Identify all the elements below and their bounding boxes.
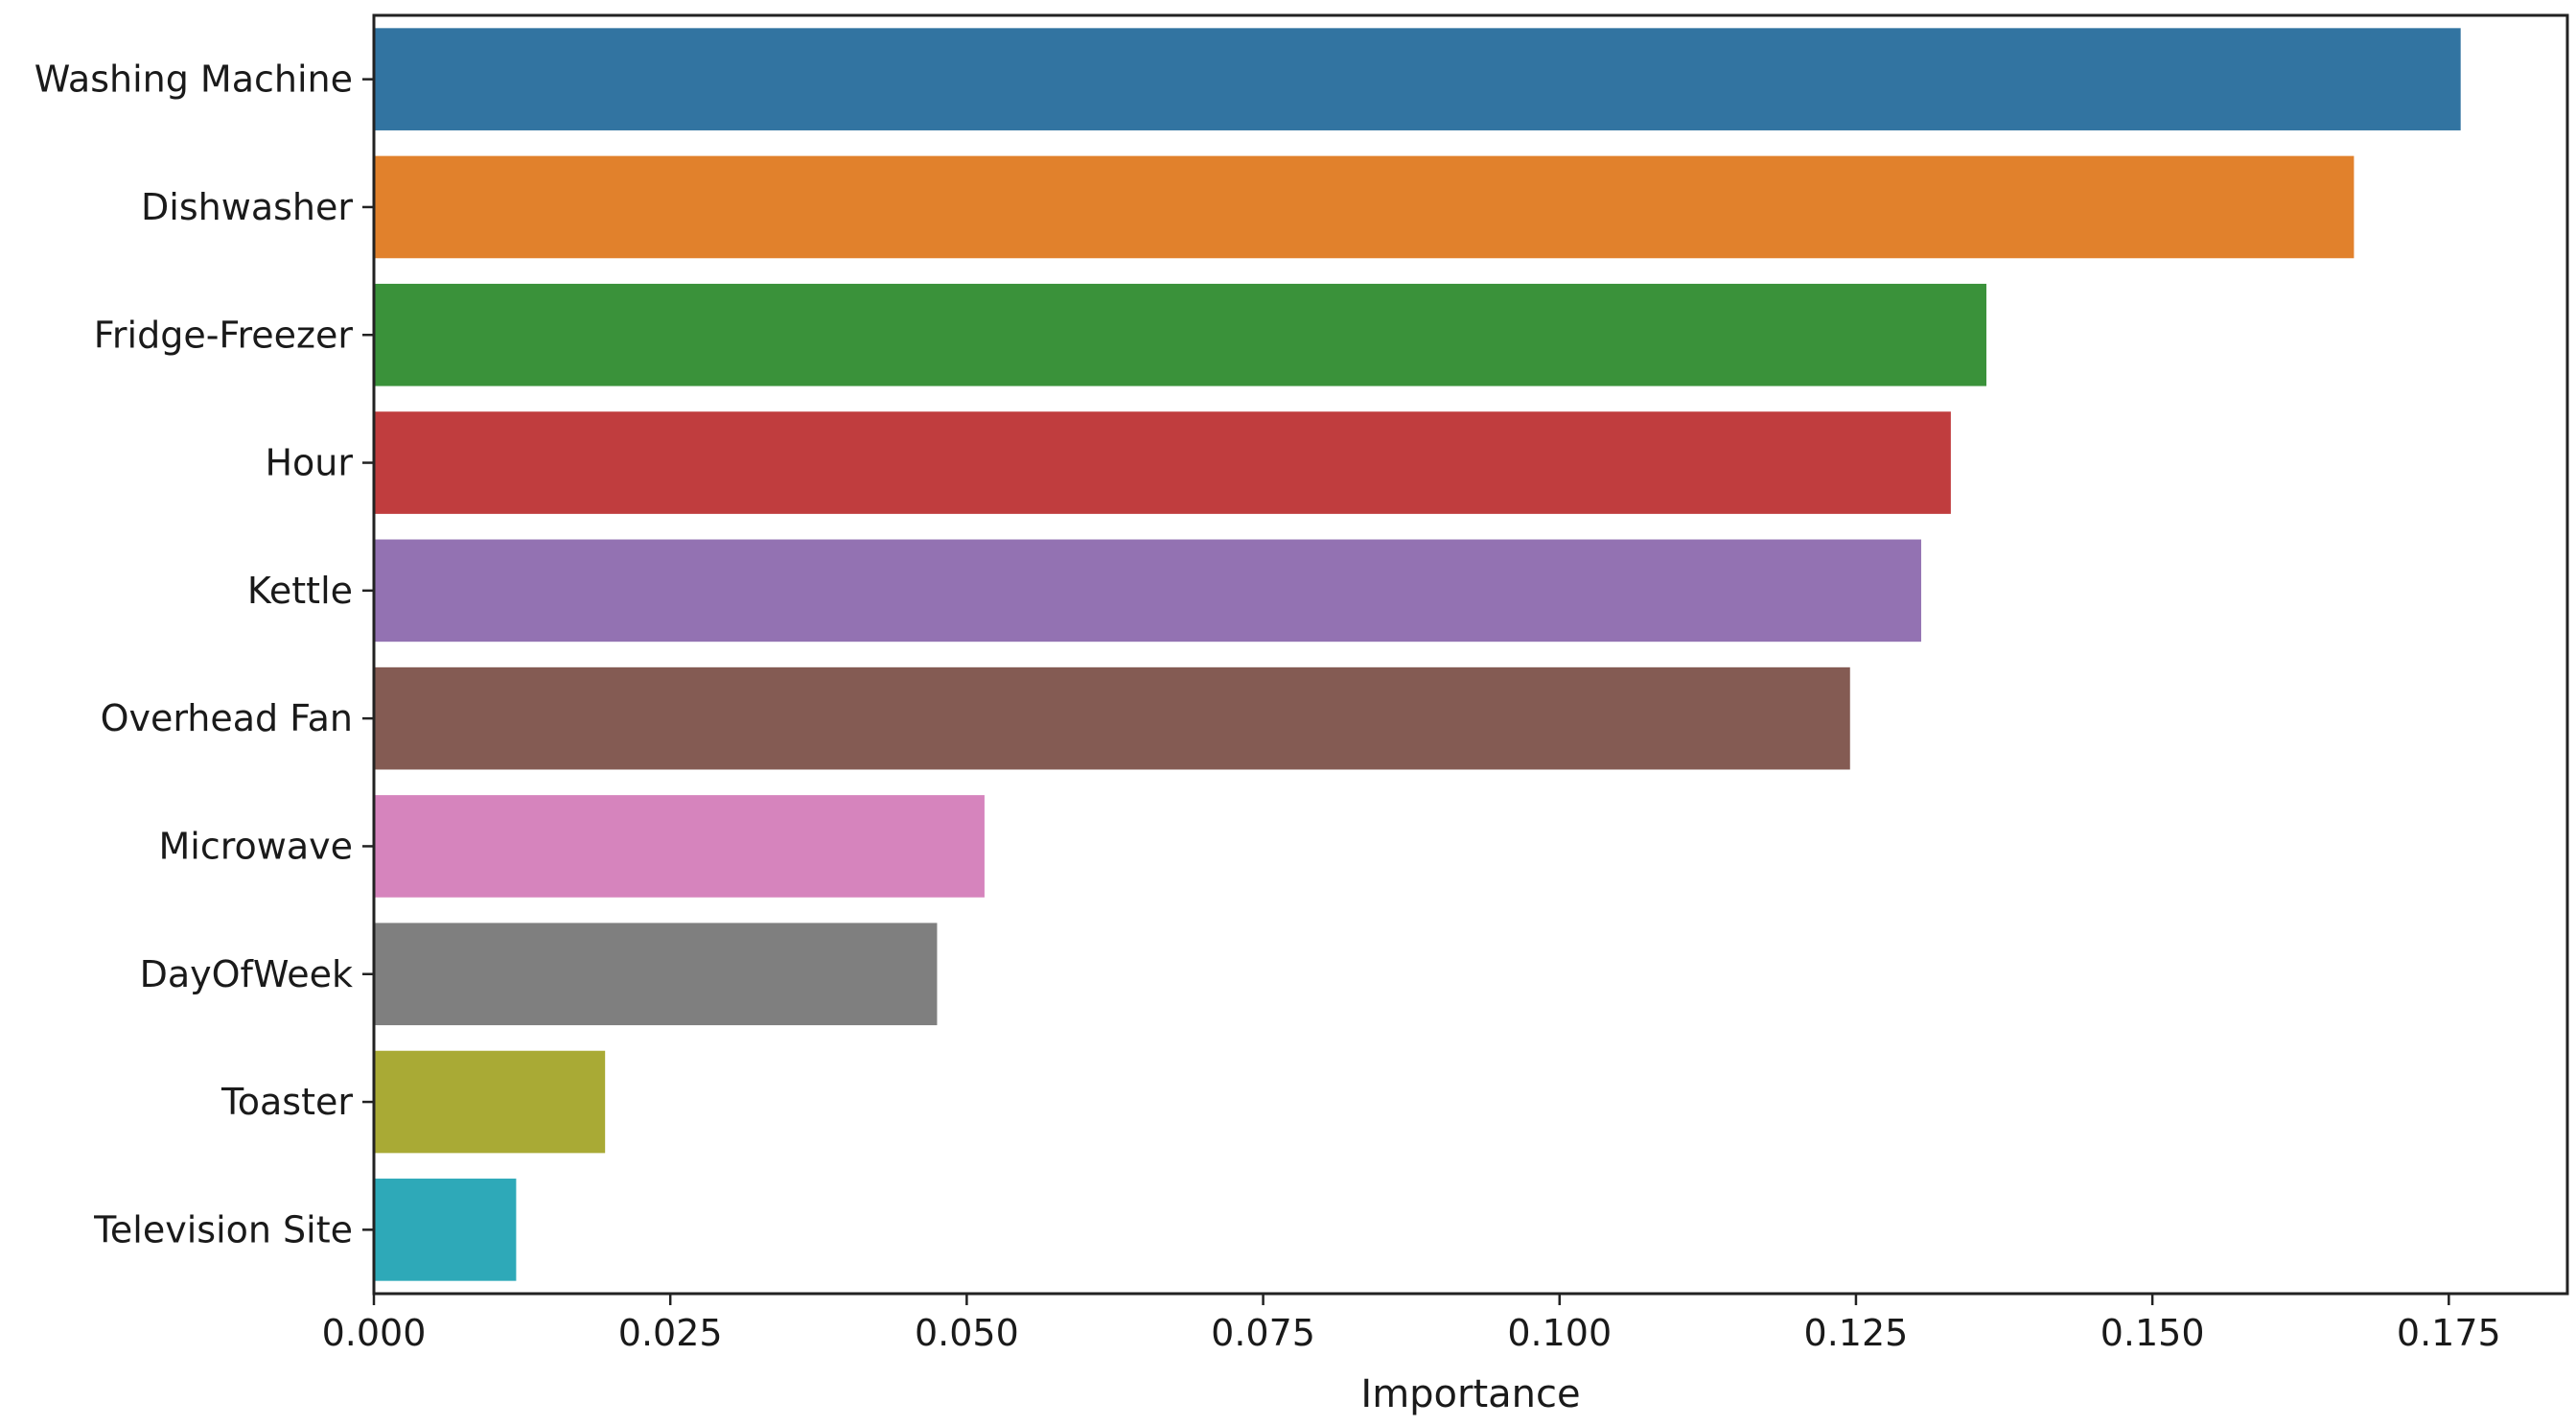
x-axis-label: Importance [1360, 1372, 1580, 1416]
y-tick-label: Overhead Fan [101, 697, 353, 739]
x-tick-label: 0.150 [2100, 1312, 2205, 1354]
y-tick-label: Hour [265, 442, 353, 484]
x-axis-ticks: 0.000 0.025 0.050 0.075 0.100 0.125 0.150 0.175 [322, 1294, 2501, 1354]
x-tick-label: 0.025 [618, 1312, 723, 1354]
y-tick-label: Toaster [220, 1081, 353, 1123]
y-tick-label: Microwave [158, 825, 353, 867]
bar-dayofweek [374, 923, 938, 1026]
bar-washing-machine [374, 28, 2461, 130]
bar-overhead-fan [374, 666, 1850, 770]
bar-hour [374, 411, 1951, 514]
bar-toaster [374, 1050, 606, 1154]
x-tick-label: 0.100 [1507, 1312, 1612, 1354]
bar-dishwasher [374, 155, 2355, 259]
y-tick-label: Fridge-Freezer [94, 314, 354, 356]
x-tick-label: 0.050 [915, 1312, 1019, 1354]
plot-frame [372, 13, 2569, 1296]
y-tick-label: DayOfWeek [140, 953, 353, 995]
x-tick-label: 0.075 [1211, 1312, 1315, 1354]
bar-microwave [374, 795, 985, 898]
y-tick-label: Television Site [93, 1208, 353, 1251]
bars-group [374, 28, 2461, 1281]
bar-television-site [374, 1179, 517, 1281]
bar-kettle [374, 539, 1921, 643]
y-tick-label: Kettle [247, 570, 353, 612]
y-axis-ticks: Washing Machine Dishwasher Fridge-Freezer H… [35, 58, 374, 1251]
x-tick-label: 0.125 [1804, 1312, 1909, 1354]
x-tick-label: 0.175 [2397, 1312, 2501, 1354]
x-tick-label: 0.000 [322, 1312, 427, 1354]
y-tick-label: Dishwasher [141, 186, 353, 228]
bar-fridge-freezer [374, 283, 1986, 386]
y-tick-label: Washing Machine [35, 58, 353, 101]
